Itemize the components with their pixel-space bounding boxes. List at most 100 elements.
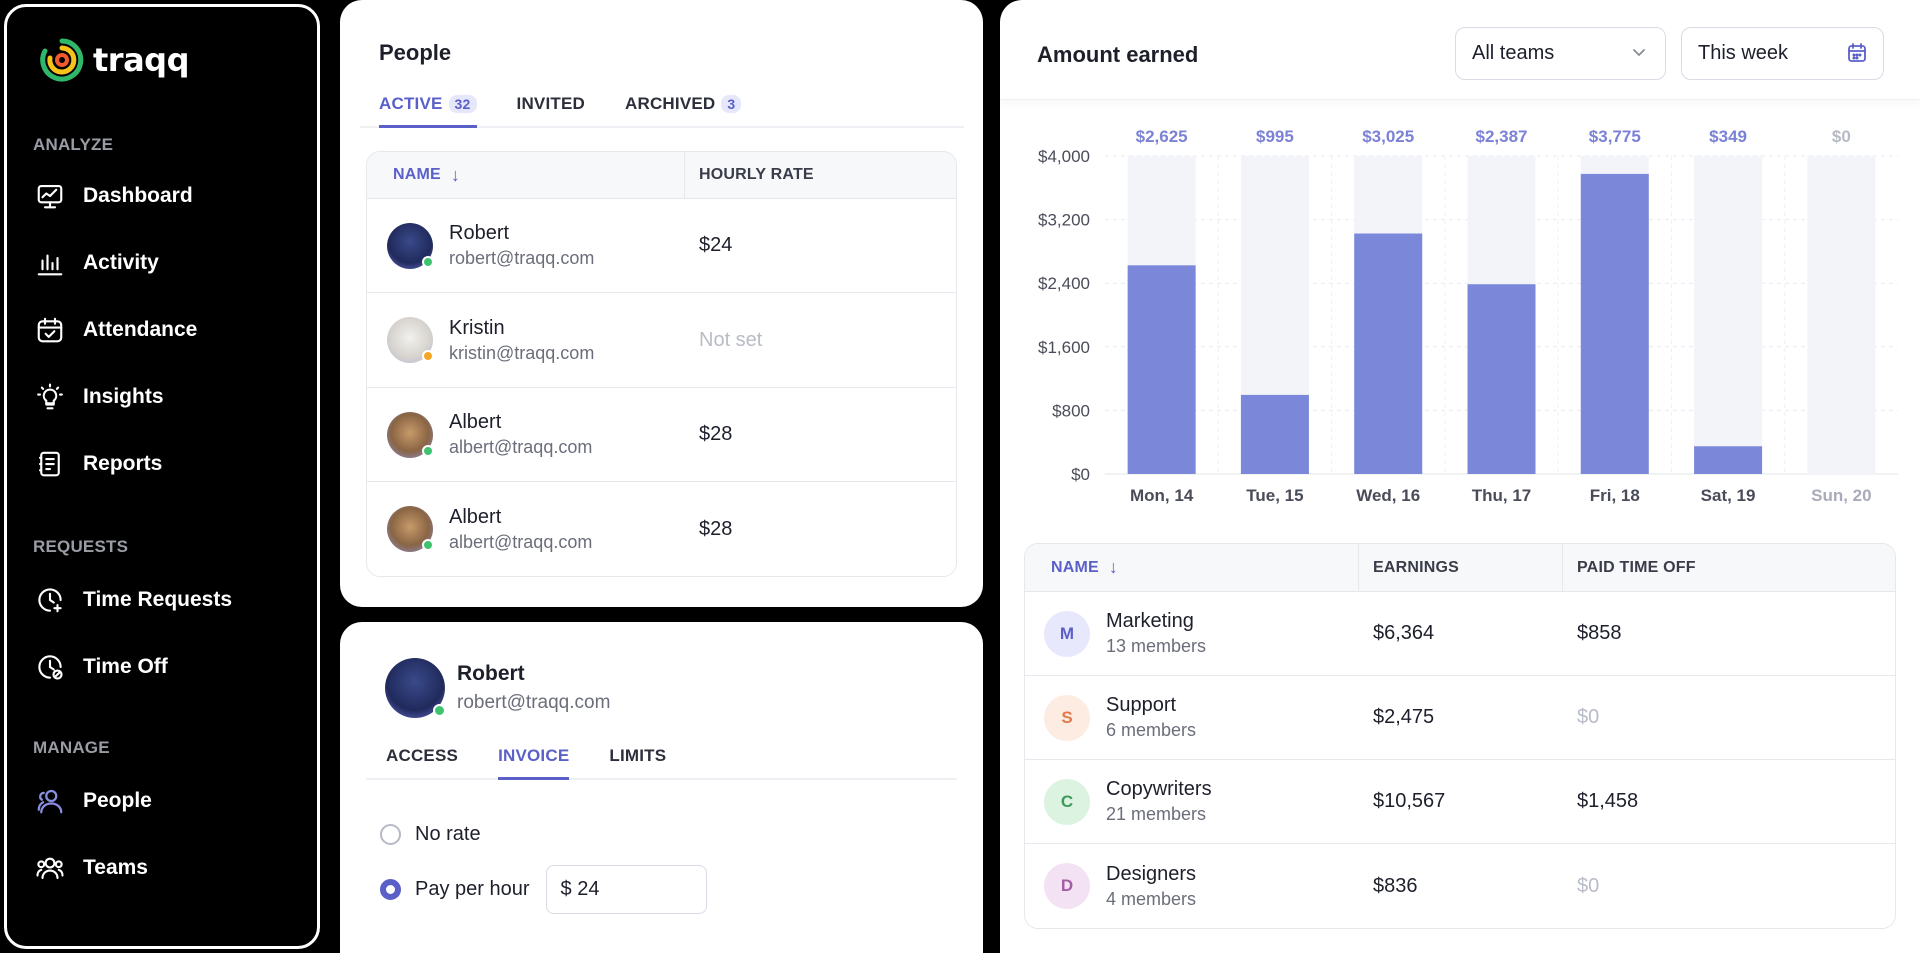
logo[interactable]: traqq — [39, 31, 317, 89]
sidebar-item-time-off[interactable]: Time Off — [33, 633, 303, 700]
no-rate-option[interactable]: No rate — [380, 823, 481, 846]
sidebar-item-people[interactable]: People — [33, 767, 303, 834]
dashboard-icon — [33, 179, 67, 213]
chart-header: Amount earned All teams This week — [1000, 0, 1920, 100]
tab-active[interactable]: ACTIVE 32 — [379, 94, 477, 128]
profile-tabs: ACCESS INVOICE LIMITS — [366, 746, 957, 780]
bar-data-label: $3,775 — [1589, 127, 1641, 146]
y-tick-label: $0 — [1071, 465, 1090, 484]
team-pto: $858 — [1577, 622, 1622, 644]
period-select-value: This week — [1698, 42, 1789, 64]
tab-invited[interactable]: INVITED — [517, 94, 585, 126]
people-table: NAME ↓ HOURLY RATE Robert robert@traqq.c… — [366, 151, 957, 577]
bar-track — [1694, 156, 1763, 474]
avatar — [387, 317, 434, 363]
tab-limits[interactable]: LIMITS — [609, 746, 666, 778]
tab-label: ARCHIVED — [625, 94, 716, 113]
pay-per-hour-option[interactable]: Pay per hour $ 24 — [380, 865, 707, 914]
hourly-rate: $28 — [699, 517, 733, 540]
sidebar-item-attendance[interactable]: Attendance — [33, 296, 303, 363]
y-tick-label: $3,200 — [1038, 211, 1090, 230]
sidebar-item-reports[interactable]: Reports — [33, 430, 303, 497]
period-select[interactable]: This week — [1681, 27, 1884, 80]
away-status-dot — [422, 350, 434, 362]
tab-invoice[interactable]: INVOICE — [498, 746, 570, 780]
sidebar-item-activity[interactable]: Activity — [33, 229, 303, 296]
team-name: Designers — [1106, 862, 1197, 885]
sidebar-item-label: Activity — [83, 250, 159, 274]
time-off-icon — [33, 650, 67, 684]
y-tick-label: $800 — [1052, 401, 1090, 420]
option-label: Pay per hour — [415, 878, 530, 900]
table-row[interactable]: Robert robert@traqq.com $24 — [367, 199, 956, 293]
tab-label: LIMITS — [609, 746, 667, 765]
team-name: Copywriters — [1106, 778, 1212, 800]
team-name: Support — [1106, 694, 1177, 716]
section-label-manage: MANAGE — [33, 738, 110, 757]
team-avatar: S — [1044, 694, 1090, 741]
bar-track — [1807, 156, 1876, 474]
sidebar-item-label: Dashboard — [83, 183, 193, 207]
table-row[interactable]: D Designers 4 members $836 $0 — [1025, 844, 1895, 928]
x-tick-label: Wed, 16 — [1356, 486, 1420, 505]
sidebar-item-label: Attendance — [83, 317, 198, 341]
tab-count-badge: 32 — [448, 95, 477, 113]
name-column-header[interactable]: NAME ↓ — [1025, 544, 1359, 591]
sidebar-item-time-requests[interactable]: Time Requests — [33, 566, 303, 633]
pay-per-hour-radio[interactable] — [380, 879, 401, 900]
table-row[interactable]: Albert albert@traqq.com $28 — [367, 482, 956, 576]
sidebar-item-teams[interactable]: Teams — [33, 834, 303, 901]
sidebar-item-label: Teams — [83, 855, 148, 879]
tab-archived[interactable]: ARCHIVED 3 — [625, 94, 742, 126]
reports-icon — [33, 447, 67, 481]
sort-down-icon: ↓ — [450, 164, 461, 185]
table-row[interactable]: C Copywriters 21 members $10,567 $1,458 — [1025, 760, 1895, 844]
team-pto: $0 — [1577, 874, 1600, 897]
name-column-header[interactable]: NAME ↓ — [367, 152, 685, 198]
column-label: NAME — [393, 166, 441, 183]
sidebar-item-dashboard[interactable]: Dashboard — [33, 162, 303, 229]
tab-label: INVOICE — [498, 746, 570, 765]
amount-earned-card: Amount earned All teams This week $0 $800… — [1000, 0, 1920, 953]
earnings-bar-chart: $0 $800 $1,600 $2,400 $3,200 $4,000 $2,625 Mon,… — [1038, 127, 1898, 505]
sort-down-icon: ↓ — [1108, 557, 1119, 577]
team-earnings: $6,364 — [1373, 622, 1435, 644]
table-row[interactable]: Kristin kristin@traqq.com Not set — [367, 293, 956, 388]
x-tick-label: Tue, 15 — [1246, 486, 1303, 505]
people-title: People — [379, 40, 452, 65]
person-name: Albert — [449, 411, 502, 433]
sidebar-item-label: Reports — [83, 451, 163, 475]
tab-access[interactable]: ACCESS — [386, 746, 458, 778]
online-status-dot — [422, 444, 434, 457]
team-avatar: C — [1044, 778, 1090, 825]
bar — [1580, 173, 1649, 474]
people-card: People ACTIVE 32 INVITED ARCHIVED 3 NAME… — [340, 0, 983, 607]
hourly-rate: $24 — [699, 234, 733, 256]
team-earnings: $836 — [1373, 874, 1418, 897]
sidebar: traqq ANALYZE Dashboard Activity Attenda… — [4, 4, 320, 949]
no-rate-radio[interactable] — [380, 824, 401, 845]
x-tick-label: Thu, 17 — [1472, 486, 1532, 505]
bar — [1240, 394, 1309, 474]
bar-data-label: $0 — [1832, 127, 1851, 146]
tab-count-badge: 3 — [721, 95, 742, 113]
table-row[interactable]: S Support 6 members $2,475 $0 — [1025, 676, 1895, 760]
person-email: albert@traqq.com — [449, 437, 593, 457]
bar-data-label: $995 — [1256, 127, 1294, 146]
avatar — [387, 411, 434, 458]
teams-earnings-table: NAME ↓ EARNINGS PAID TIME OFF M Marketin… — [1024, 543, 1896, 929]
online-status-dot — [422, 539, 434, 551]
tab-label: ACCESS — [386, 746, 459, 765]
time-requests-icon — [33, 583, 67, 617]
hourly-rate-input[interactable]: $ 24 — [545, 865, 707, 914]
teams-icon — [33, 851, 67, 885]
team-members: 6 members — [1106, 720, 1197, 740]
x-tick-label: Mon, 14 — [1130, 486, 1194, 505]
team-avatar: M — [1044, 610, 1090, 657]
sidebar-item-insights[interactable]: Insights — [33, 363, 303, 430]
table-row[interactable]: Albert albert@traqq.com $28 — [367, 388, 956, 482]
team-select[interactable]: All teams — [1455, 27, 1666, 80]
person-email: albert@traqq.com — [449, 531, 593, 552]
table-row[interactable]: M Marketing 13 members $6,364 $858 — [1025, 592, 1895, 676]
bar — [1694, 446, 1763, 474]
